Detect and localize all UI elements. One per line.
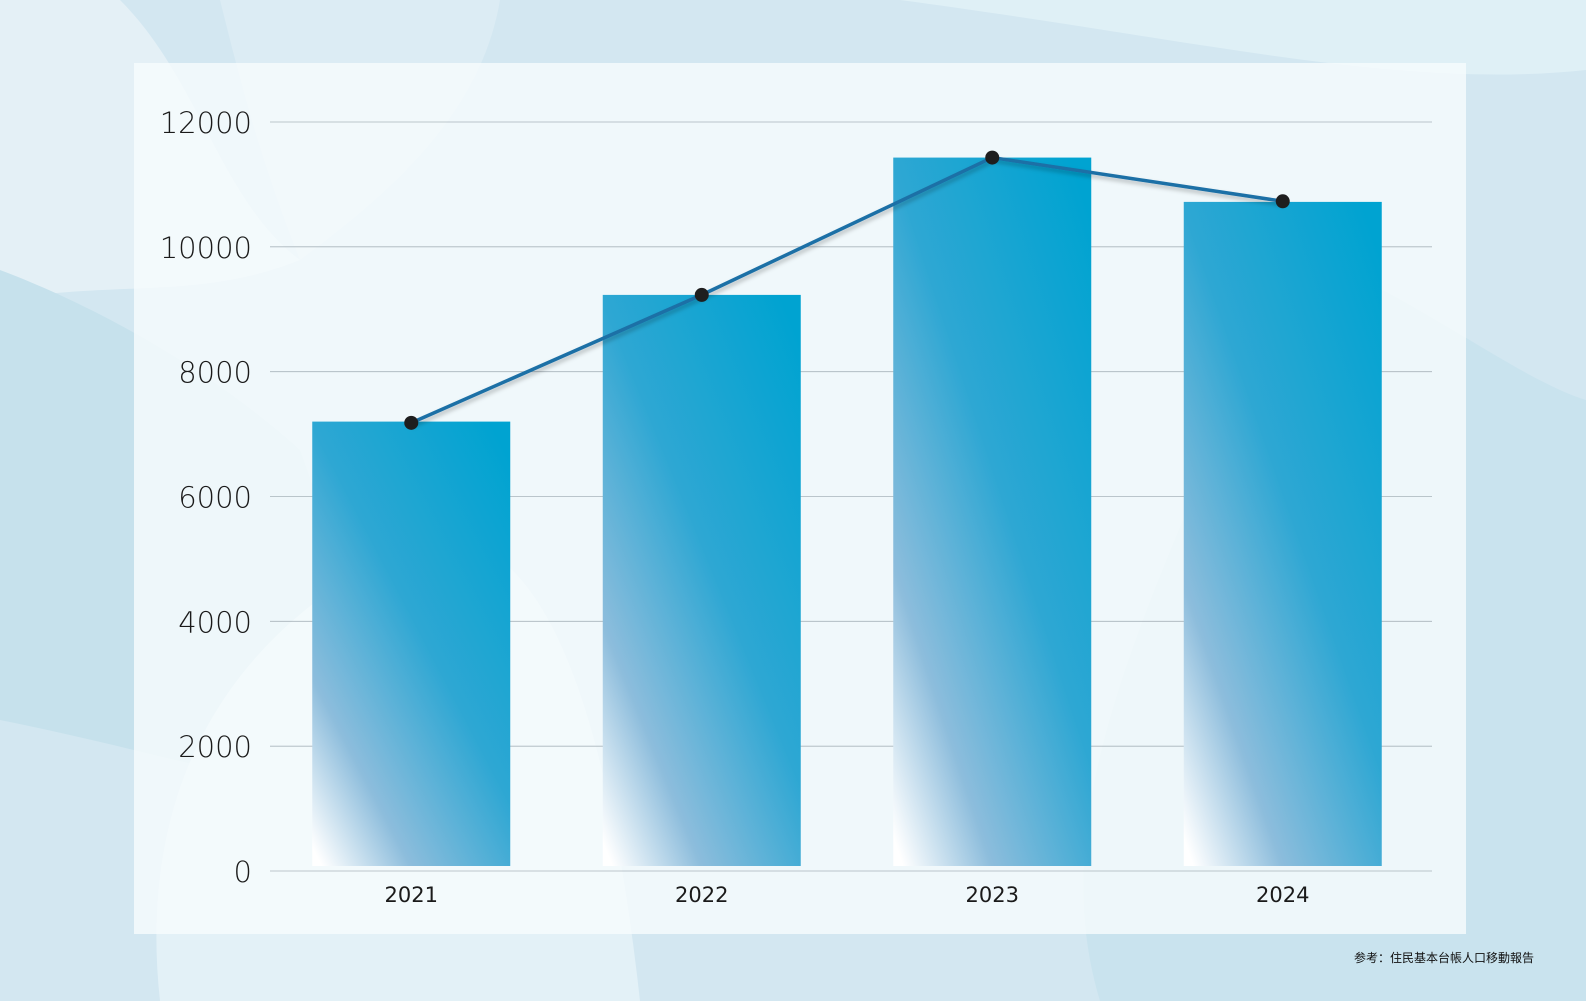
x-tick-label: 2022 bbox=[675, 883, 728, 907]
bar-2021 bbox=[312, 421, 511, 866]
source-note: 参考：住民基本台帳人口移動報告 bbox=[1353, 951, 1534, 965]
y-tick-label: 4000 bbox=[178, 605, 252, 639]
line-point-2024 bbox=[1275, 194, 1290, 209]
line-series-path bbox=[410, 155, 1284, 425]
y-tick-label: 2000 bbox=[178, 730, 252, 764]
line-point-2023 bbox=[985, 150, 1000, 165]
y-tick-label: 12000 bbox=[160, 106, 252, 140]
x-tick-label: 2023 bbox=[966, 883, 1019, 907]
bar-2022 bbox=[602, 294, 801, 866]
x-tick-label: 2024 bbox=[1256, 883, 1309, 907]
y-tick-label: 0 bbox=[234, 855, 252, 889]
x-tick-label: 2021 bbox=[385, 883, 438, 907]
bar-series bbox=[312, 157, 1382, 867]
line-point-2022 bbox=[694, 287, 709, 302]
y-axis: 0 2000 4000 6000 8000 10000 12000 bbox=[160, 106, 252, 889]
y-tick-label: 8000 bbox=[178, 356, 252, 390]
bar-2024 bbox=[1183, 201, 1382, 867]
y-tick-label: 6000 bbox=[178, 481, 252, 515]
y-tick-label: 10000 bbox=[160, 231, 252, 265]
line-series bbox=[404, 150, 1290, 430]
line-point-2021 bbox=[404, 415, 419, 430]
bar-2023 bbox=[893, 157, 1092, 866]
x-axis: 2021 2022 2023 2024 bbox=[385, 883, 1310, 907]
